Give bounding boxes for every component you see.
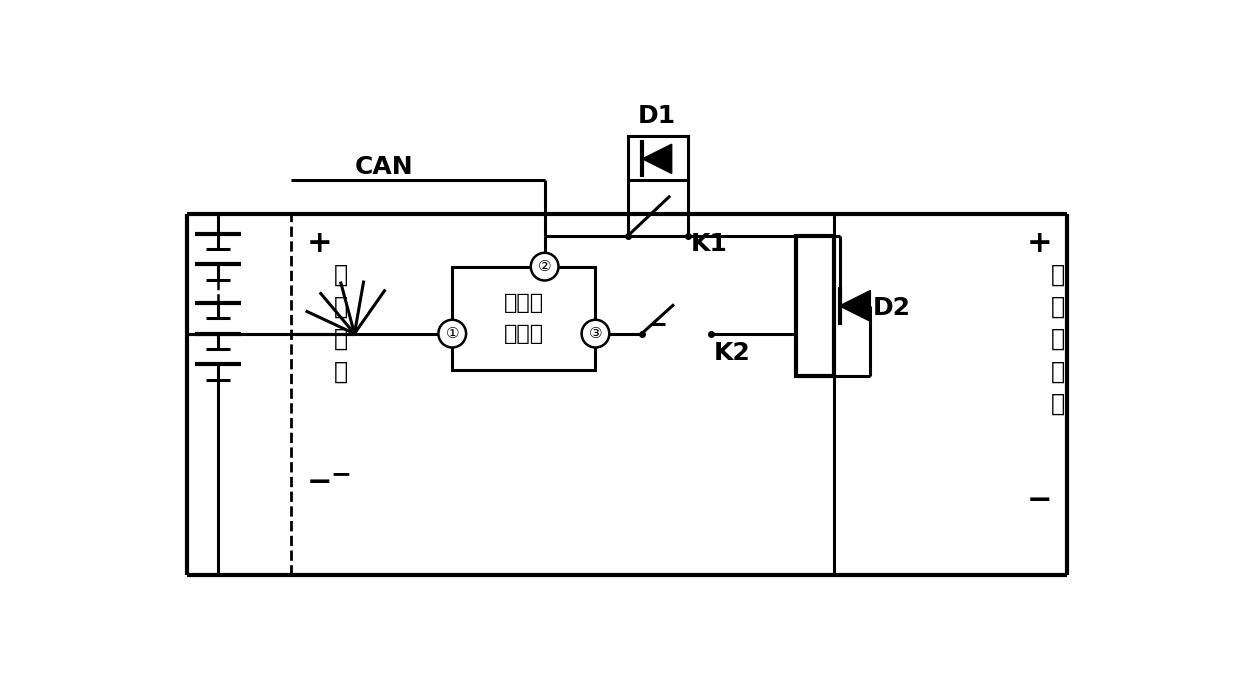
Text: 池: 池 xyxy=(335,295,348,318)
Text: −: − xyxy=(308,468,332,496)
Text: 电: 电 xyxy=(335,263,348,286)
Text: 电: 电 xyxy=(1050,327,1064,351)
Circle shape xyxy=(439,320,466,348)
Text: ③: ③ xyxy=(589,326,603,341)
Bar xyxy=(796,236,835,376)
Text: 监测控: 监测控 xyxy=(503,293,544,313)
Text: CAN: CAN xyxy=(355,155,413,179)
Text: 充: 充 xyxy=(1050,263,1064,286)
Text: 接: 接 xyxy=(335,327,348,351)
Text: 制单元: 制单元 xyxy=(503,324,544,344)
Text: −: − xyxy=(331,462,352,486)
Text: K2: K2 xyxy=(714,341,750,365)
Text: ①: ① xyxy=(445,326,459,341)
Text: +: + xyxy=(1027,229,1053,258)
Text: 口: 口 xyxy=(1050,391,1064,416)
Bar xyxy=(453,267,595,370)
Bar xyxy=(627,136,688,179)
Text: +: + xyxy=(308,229,332,258)
Circle shape xyxy=(531,253,558,280)
Text: K1: K1 xyxy=(691,232,728,256)
Text: D2: D2 xyxy=(873,296,910,321)
Text: −: − xyxy=(1027,486,1053,515)
Polygon shape xyxy=(642,144,672,173)
Text: ②: ② xyxy=(538,259,552,274)
Text: D1: D1 xyxy=(639,104,676,128)
Text: 接: 接 xyxy=(1050,359,1064,383)
Text: 放: 放 xyxy=(1050,295,1064,318)
Polygon shape xyxy=(839,291,870,321)
Circle shape xyxy=(582,320,609,348)
Text: 口: 口 xyxy=(335,359,348,383)
